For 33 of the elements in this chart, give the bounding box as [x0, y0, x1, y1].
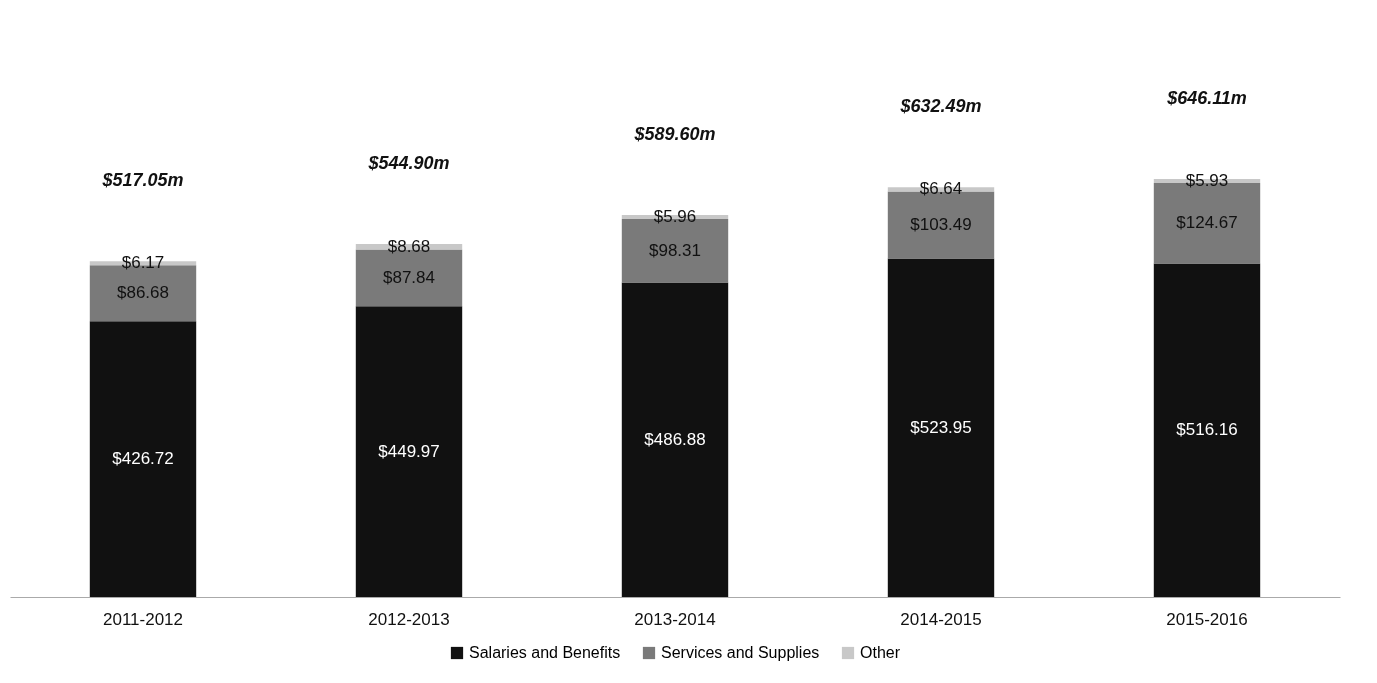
data-label: $6.17: [121, 253, 165, 273]
data-label: $426.72: [112, 449, 174, 469]
text: $646.11m: [1166, 88, 1247, 109]
data-label: $124.67: [1176, 213, 1238, 233]
text: $632.49m: [899, 96, 982, 117]
x-tick-label: 2014-2015: [900, 609, 982, 629]
x-tick-label: 2011-2012: [102, 609, 184, 629]
data-label: $6.64: [919, 179, 963, 199]
legend-label: Salaries and Benefits: [469, 644, 621, 661]
bar: [1153, 263, 1261, 597]
bar: [621, 282, 729, 597]
bar: [887, 258, 995, 597]
annotation: $517.05m: [101, 170, 184, 191]
data-label: $516.16: [1176, 420, 1238, 440]
x-tick-label: 2012-2013: [368, 609, 450, 629]
data-label: $523.95: [910, 417, 972, 437]
data-label: $5.96: [653, 206, 697, 226]
bar: [89, 321, 197, 597]
data-label: $86.68: [117, 283, 169, 303]
text: $544.90m: [367, 152, 450, 173]
legend-label: Other: [860, 644, 901, 661]
data-label: $486.88: [644, 429, 706, 449]
data-label: $8.68: [387, 236, 431, 256]
data-label: $5.93: [1185, 171, 1229, 191]
bar: [355, 306, 463, 597]
data-label: $98.31: [649, 240, 701, 260]
legend-label: Services and Supplies: [661, 644, 820, 661]
x-tick-label: 2015-2016: [1166, 609, 1248, 629]
data-label: $87.84: [383, 267, 435, 287]
data-label: $103.49: [910, 215, 972, 235]
text: $589.60m: [633, 124, 716, 145]
data-label: $449.97: [378, 441, 440, 461]
x-tick-label: 2013-2014: [634, 609, 716, 629]
